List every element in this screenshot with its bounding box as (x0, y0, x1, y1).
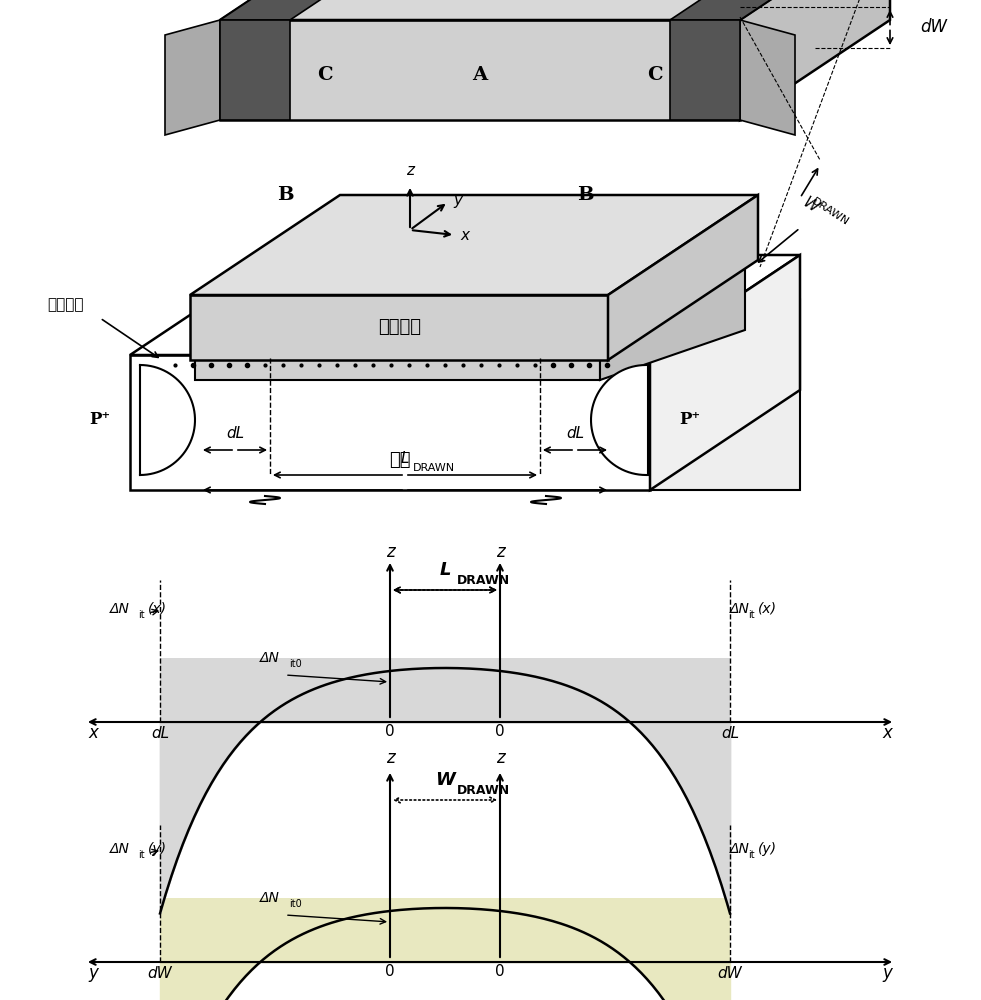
Text: C: C (317, 66, 333, 84)
Text: (x): (x) (758, 602, 777, 616)
Polygon shape (220, 20, 740, 120)
Text: z: z (386, 749, 394, 767)
Text: x: x (460, 228, 469, 242)
Text: ΔN: ΔN (110, 602, 129, 616)
Text: ΔN: ΔN (730, 842, 749, 856)
Text: L: L (439, 561, 450, 579)
Text: z: z (406, 163, 414, 178)
Polygon shape (650, 255, 800, 490)
Text: 多晶硅栅: 多晶硅栅 (379, 318, 422, 336)
Text: W: W (435, 771, 455, 789)
Polygon shape (608, 195, 758, 360)
Text: DRAWN: DRAWN (413, 463, 455, 473)
Text: dL: dL (721, 726, 739, 741)
Polygon shape (591, 365, 648, 475)
Text: DRAWN: DRAWN (809, 196, 851, 228)
Text: x: x (88, 724, 98, 742)
Text: 0: 0 (386, 964, 394, 979)
Text: B: B (277, 186, 293, 204)
Text: C: C (647, 66, 663, 84)
Text: (y): (y) (758, 842, 777, 856)
Polygon shape (130, 255, 800, 355)
Polygon shape (220, 0, 440, 20)
Text: it: it (748, 610, 754, 620)
Text: it: it (138, 850, 144, 860)
Polygon shape (190, 195, 758, 295)
Text: z: z (495, 749, 504, 767)
Text: x: x (882, 724, 892, 742)
Text: z: z (495, 543, 504, 561)
Text: ΔN: ΔN (260, 651, 280, 665)
Text: P⁺: P⁺ (89, 412, 111, 428)
Bar (160, 898, 730, 963)
Text: y: y (453, 192, 462, 208)
Text: it: it (748, 850, 754, 860)
Text: dL: dL (566, 426, 584, 441)
Text: dL: dL (151, 726, 169, 741)
Polygon shape (740, 0, 890, 120)
Text: DRAWN: DRAWN (457, 784, 510, 796)
Text: it0: it0 (289, 899, 302, 909)
Text: ΔN: ΔN (260, 891, 280, 905)
Text: 0: 0 (386, 724, 394, 739)
Polygon shape (190, 295, 608, 360)
Text: (x): (x) (148, 602, 167, 616)
Polygon shape (650, 300, 800, 490)
Text: it: it (138, 610, 144, 620)
Polygon shape (220, 0, 890, 20)
Text: dW: dW (920, 18, 947, 36)
Polygon shape (600, 255, 745, 380)
Text: W: W (800, 195, 820, 215)
Text: dW: dW (718, 966, 743, 981)
Text: ΔN: ΔN (730, 602, 749, 616)
Text: y: y (882, 964, 892, 982)
Polygon shape (740, 20, 795, 135)
Text: (y): (y) (148, 842, 167, 856)
Polygon shape (670, 20, 740, 120)
Text: 低掺杂漏: 低掺杂漏 (47, 298, 83, 312)
Polygon shape (195, 255, 745, 330)
Text: A: A (473, 66, 488, 84)
Text: P⁺: P⁺ (680, 412, 700, 428)
Text: L: L (401, 451, 409, 466)
Text: ΔN: ΔN (110, 842, 129, 856)
Text: z: z (386, 543, 394, 561)
Text: dL: dL (226, 426, 244, 441)
Text: it0: it0 (289, 659, 302, 669)
Polygon shape (165, 20, 220, 135)
Text: DRAWN: DRAWN (457, 574, 510, 586)
Polygon shape (150, 380, 650, 490)
Bar (160, 658, 730, 723)
Text: B: B (577, 186, 594, 204)
Polygon shape (195, 330, 600, 380)
Text: y: y (88, 964, 98, 982)
Polygon shape (140, 365, 195, 475)
Polygon shape (670, 0, 890, 20)
Text: 0: 0 (495, 724, 505, 739)
Polygon shape (220, 20, 290, 120)
Text: dW: dW (147, 966, 173, 981)
Text: 衬底: 衬底 (389, 451, 411, 469)
Polygon shape (130, 355, 650, 490)
Polygon shape (150, 300, 800, 380)
Text: 0: 0 (495, 964, 505, 979)
